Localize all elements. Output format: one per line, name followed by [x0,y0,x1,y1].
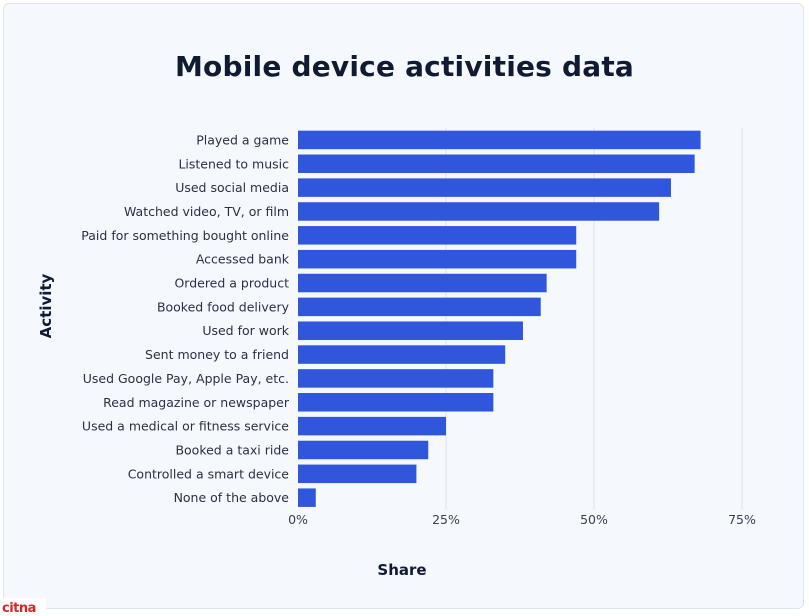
category-label: Accessed bank [196,252,290,267]
bar [298,464,417,484]
bar [298,488,316,507]
category-label: Booked food delivery [157,299,290,314]
category-label: Played a game [196,132,289,147]
x-tick-label: 0% [288,512,308,527]
category-label: None of the above [174,490,290,505]
category-label: Listened to music [178,156,289,171]
y-axis-title: Activity [37,273,55,338]
bar [298,440,429,460]
category-label: Used Google Pay, Apple Pay, etc. [83,371,289,386]
category-label: Sent money to a friend [145,347,289,362]
category-label: Booked a taxi ride [175,442,289,457]
bar [298,321,523,340]
svg-text:citna: citna [2,601,36,616]
category-label: Paid for something bought online [81,228,289,243]
x-tick-labels: 0% 25% 50% 75% [288,512,756,527]
category-label: Ordered a product [174,276,289,291]
bar [298,416,446,436]
category-label: Used social media [175,180,289,195]
bar [298,369,494,388]
bar [298,154,695,174]
x-axis-title: Share [377,561,426,579]
bar [298,393,494,412]
bar [298,345,506,364]
category-label: Controlled a smart device [128,466,290,481]
bar [298,249,577,269]
chart-title: Mobile device activities data [174,50,635,83]
category-label: Used for work [202,323,289,338]
bar [298,178,671,197]
watermark-logo: citna [0,598,46,616]
category-label: Watched video, TV, or film [124,204,289,219]
x-tick-label: 75% [728,512,756,527]
bar [298,226,577,245]
category-label: Read magazine or newspaper [103,395,290,410]
x-tick-label: 50% [580,512,608,527]
bar [298,297,541,317]
x-tick-label: 25% [432,512,460,527]
bar [298,130,701,150]
bar [298,273,547,293]
bar [298,202,660,221]
category-label: Used a medical or fitness service [82,419,289,434]
bars [298,130,701,507]
category-labels: Played a game Listened to music Used socia… [81,132,290,505]
